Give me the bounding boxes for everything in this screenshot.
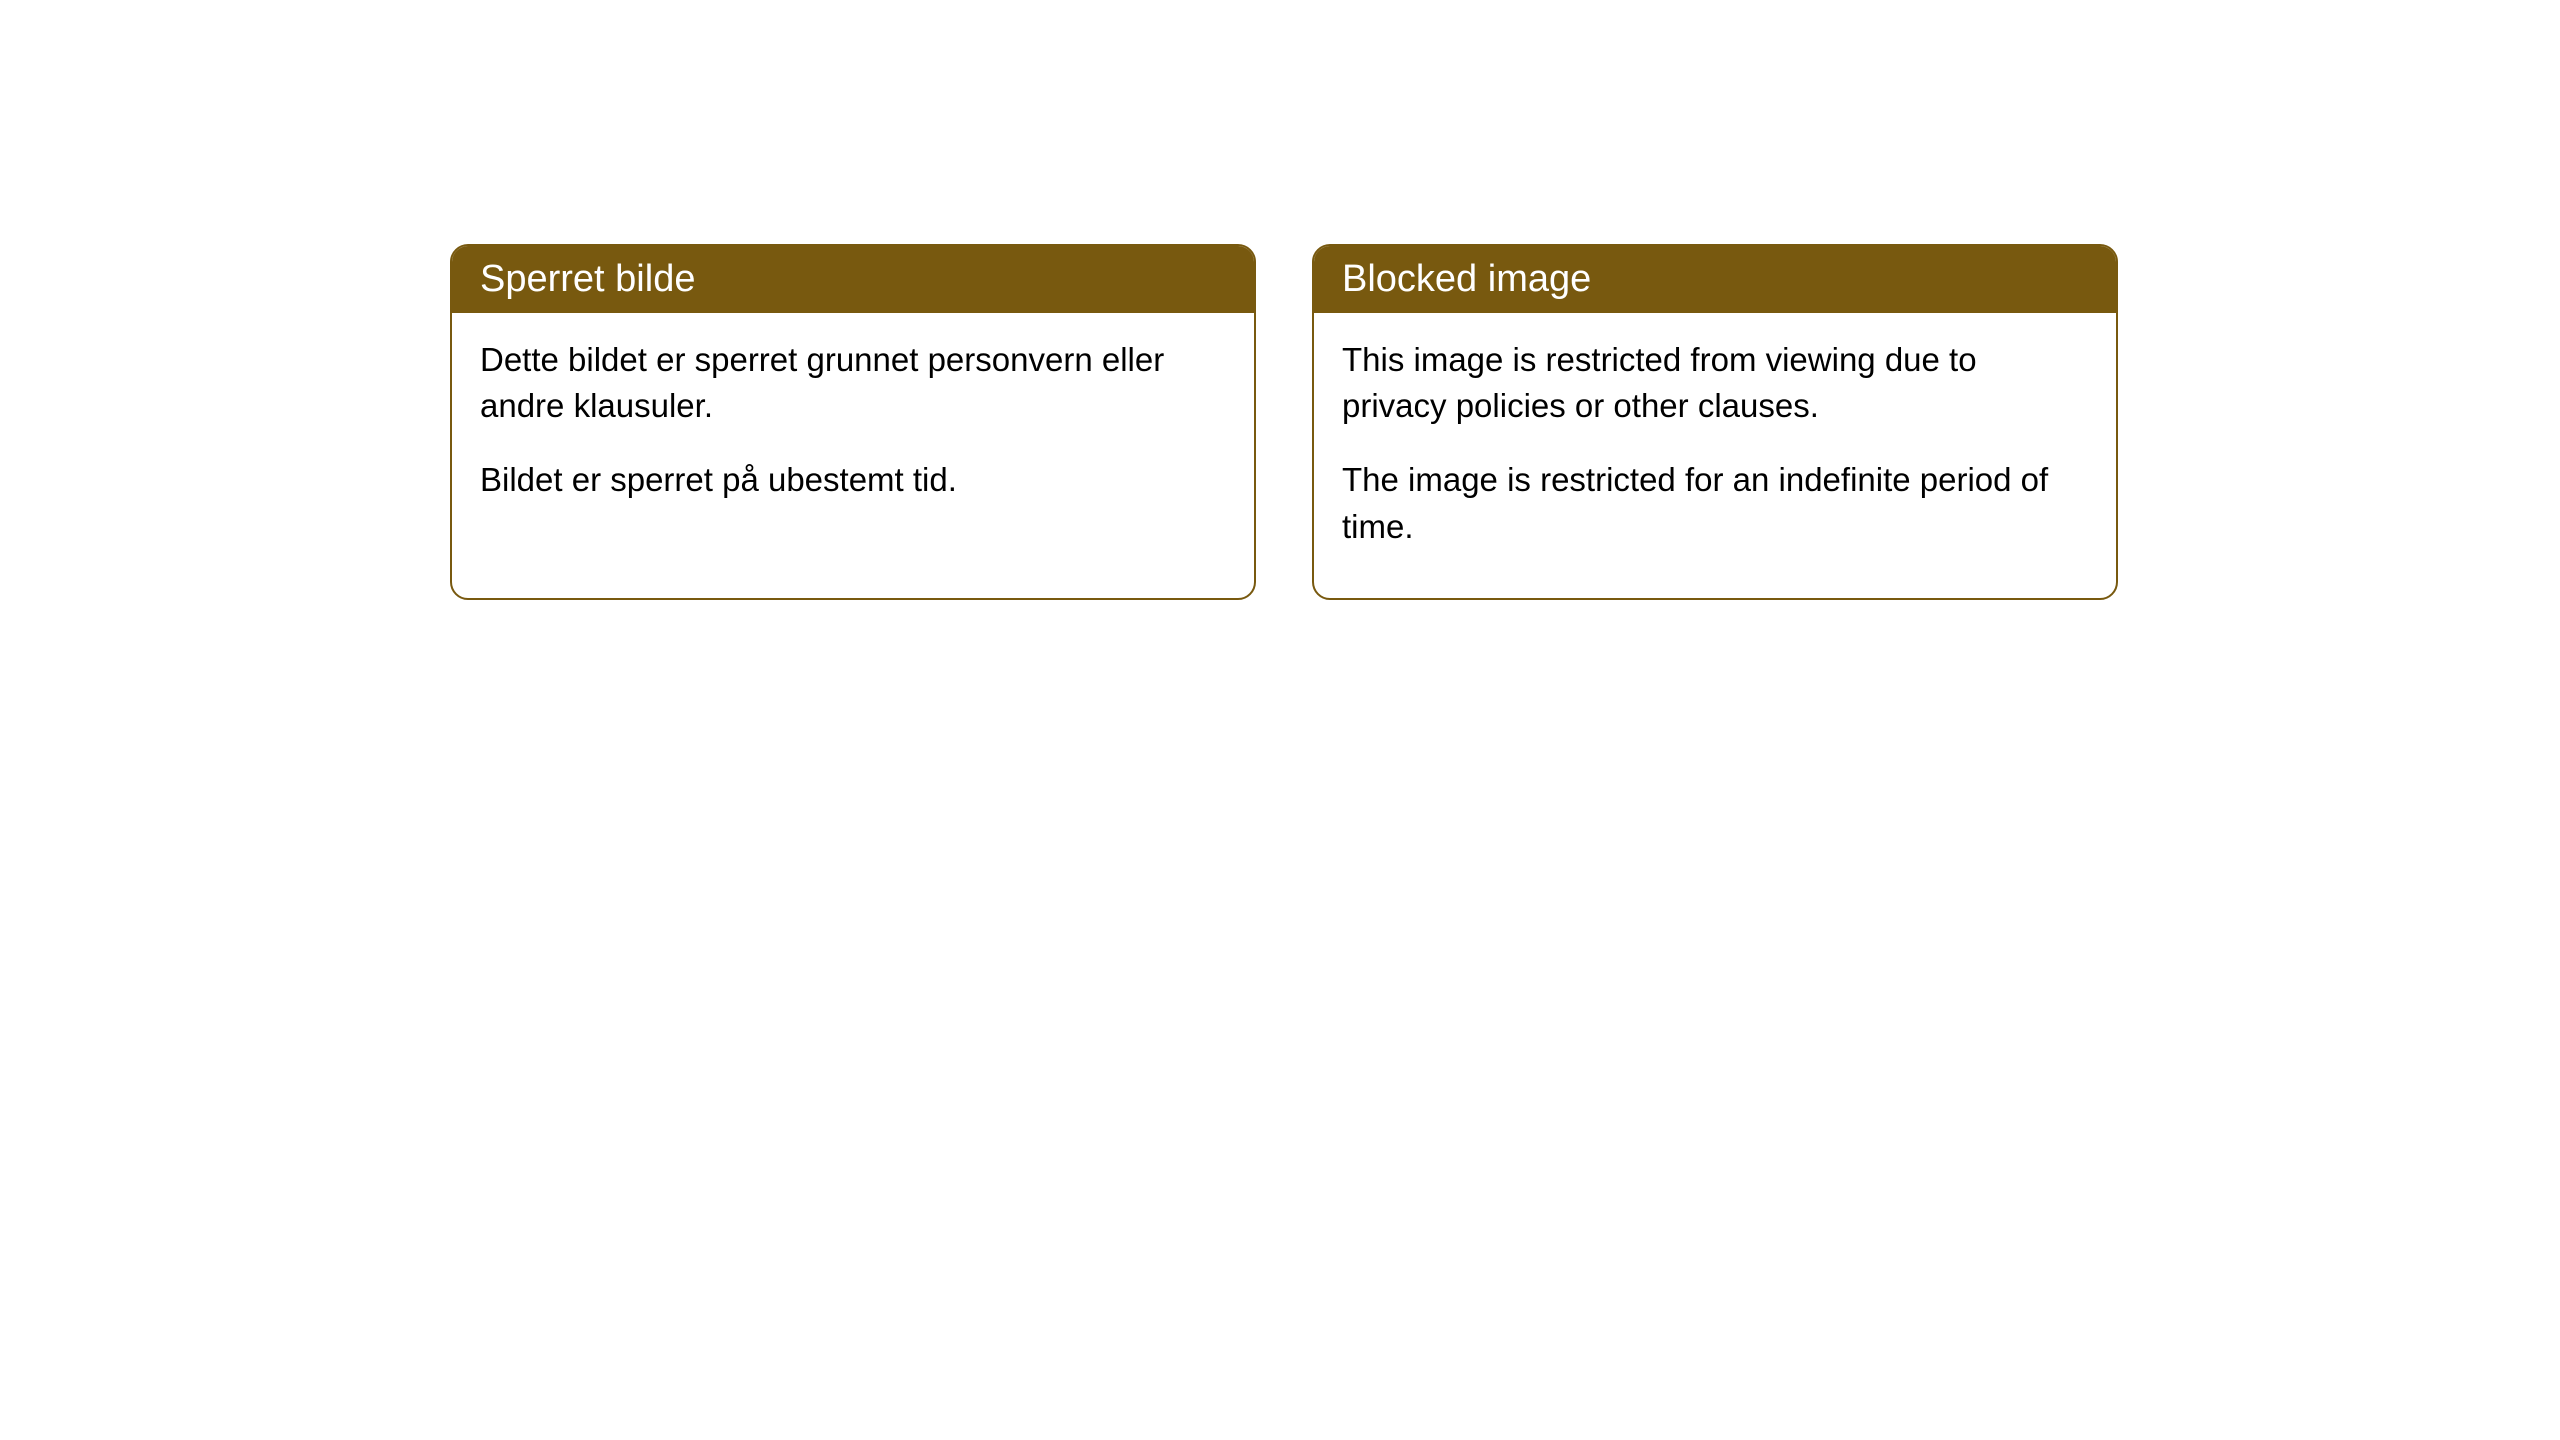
blocked-image-cards: Sperret bilde Dette bildet er sperret gr… bbox=[450, 244, 2118, 600]
blocked-image-card-no: Sperret bilde Dette bildet er sperret gr… bbox=[450, 244, 1256, 600]
card-header-en: Blocked image bbox=[1314, 246, 2116, 313]
card-text-en-p1: This image is restricted from viewing du… bbox=[1342, 337, 2088, 429]
card-header-no: Sperret bilde bbox=[452, 246, 1254, 313]
card-text-no-p2: Bildet er sperret på ubestemt tid. bbox=[480, 457, 1226, 503]
blocked-image-card-en: Blocked image This image is restricted f… bbox=[1312, 244, 2118, 600]
card-text-no-p1: Dette bildet er sperret grunnet personve… bbox=[480, 337, 1226, 429]
card-body-en: This image is restricted from viewing du… bbox=[1314, 313, 2116, 598]
card-text-en-p2: The image is restricted for an indefinit… bbox=[1342, 457, 2088, 549]
card-body-no: Dette bildet er sperret grunnet personve… bbox=[452, 313, 1254, 552]
